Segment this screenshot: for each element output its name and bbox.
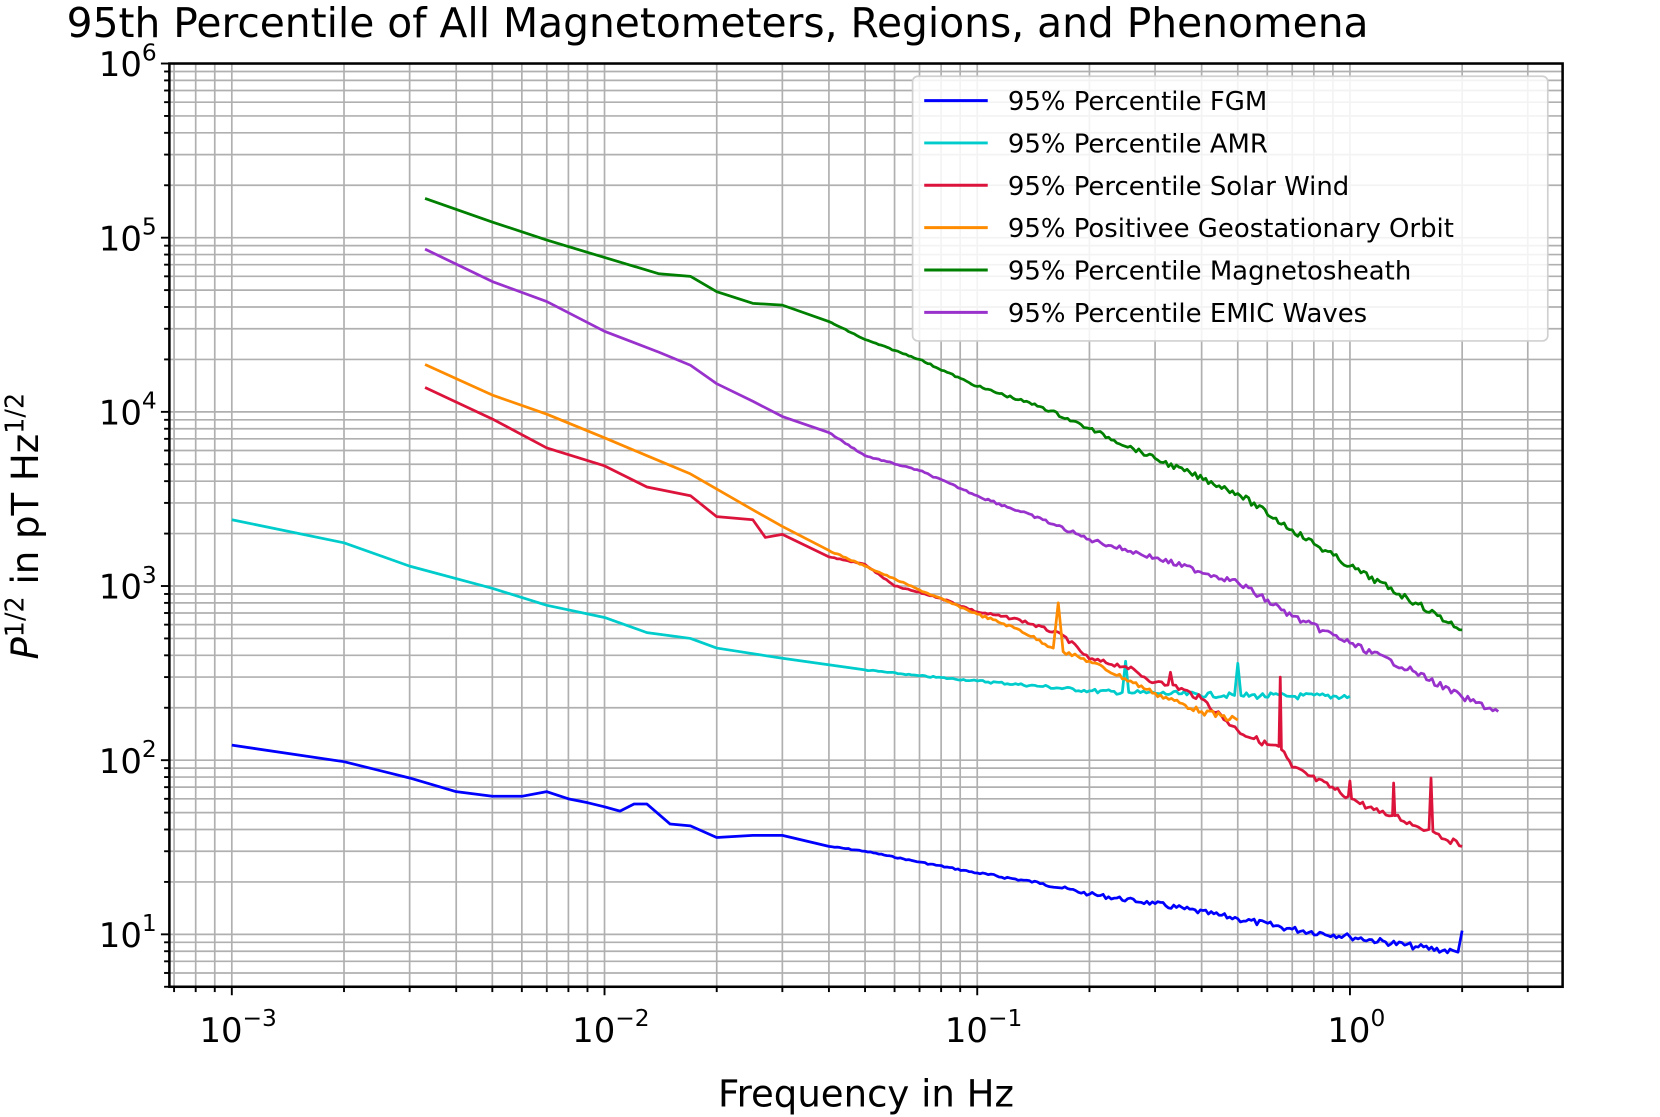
axis-ticks: 10−3 10−2 10−1 100 101 102 103 104 105 106 <box>99 39 1529 1050</box>
legend-label: 95% Percentile Solar Wind <box>1008 172 1349 202</box>
legend-label: 95% Percentile Magnetosheath <box>1008 257 1411 287</box>
series-line-5 <box>424 247 1500 713</box>
y-tick-label: 102 <box>99 736 157 781</box>
series-line-0 <box>231 743 1464 955</box>
y-tick-label: 101 <box>99 910 157 955</box>
legend-label: 95% Percentile AMR <box>1008 129 1268 159</box>
x-axis-label: Frequency in Hz <box>718 1072 1014 1115</box>
legend: 95% Percentile FGM 95% Percentile AMR 95% … <box>911 75 1549 342</box>
x-tick-label: 10−2 <box>572 1005 649 1050</box>
y-tick-label: 105 <box>99 214 157 259</box>
x-tick-label: 10−3 <box>199 1005 276 1050</box>
legend-box <box>911 75 1549 342</box>
legend-label: 95% Positivee Geostationary Orbit <box>1008 214 1454 244</box>
y-tick-label: 106 <box>99 39 157 84</box>
legend-label: 95% Percentile EMIC Waves <box>1008 299 1367 329</box>
series-line-3 <box>424 363 1239 722</box>
series-line-2 <box>424 386 1463 848</box>
chart-title: 95th Percentile of All Magnetometers, Re… <box>67 0 1369 47</box>
y-tick-label: 103 <box>99 562 157 607</box>
series-line-4 <box>424 197 1463 632</box>
series-lines <box>231 197 1500 955</box>
x-tick-label: 10−1 <box>945 1005 1022 1050</box>
y-tick-label: 104 <box>99 388 157 433</box>
series-line-1 <box>231 518 1351 701</box>
x-tick-label: 100 <box>1327 1005 1385 1050</box>
y-axis-label: P1/2 in pT Hz1/2 <box>0 393 47 660</box>
legend-label: 95% Percentile FGM <box>1008 87 1267 117</box>
